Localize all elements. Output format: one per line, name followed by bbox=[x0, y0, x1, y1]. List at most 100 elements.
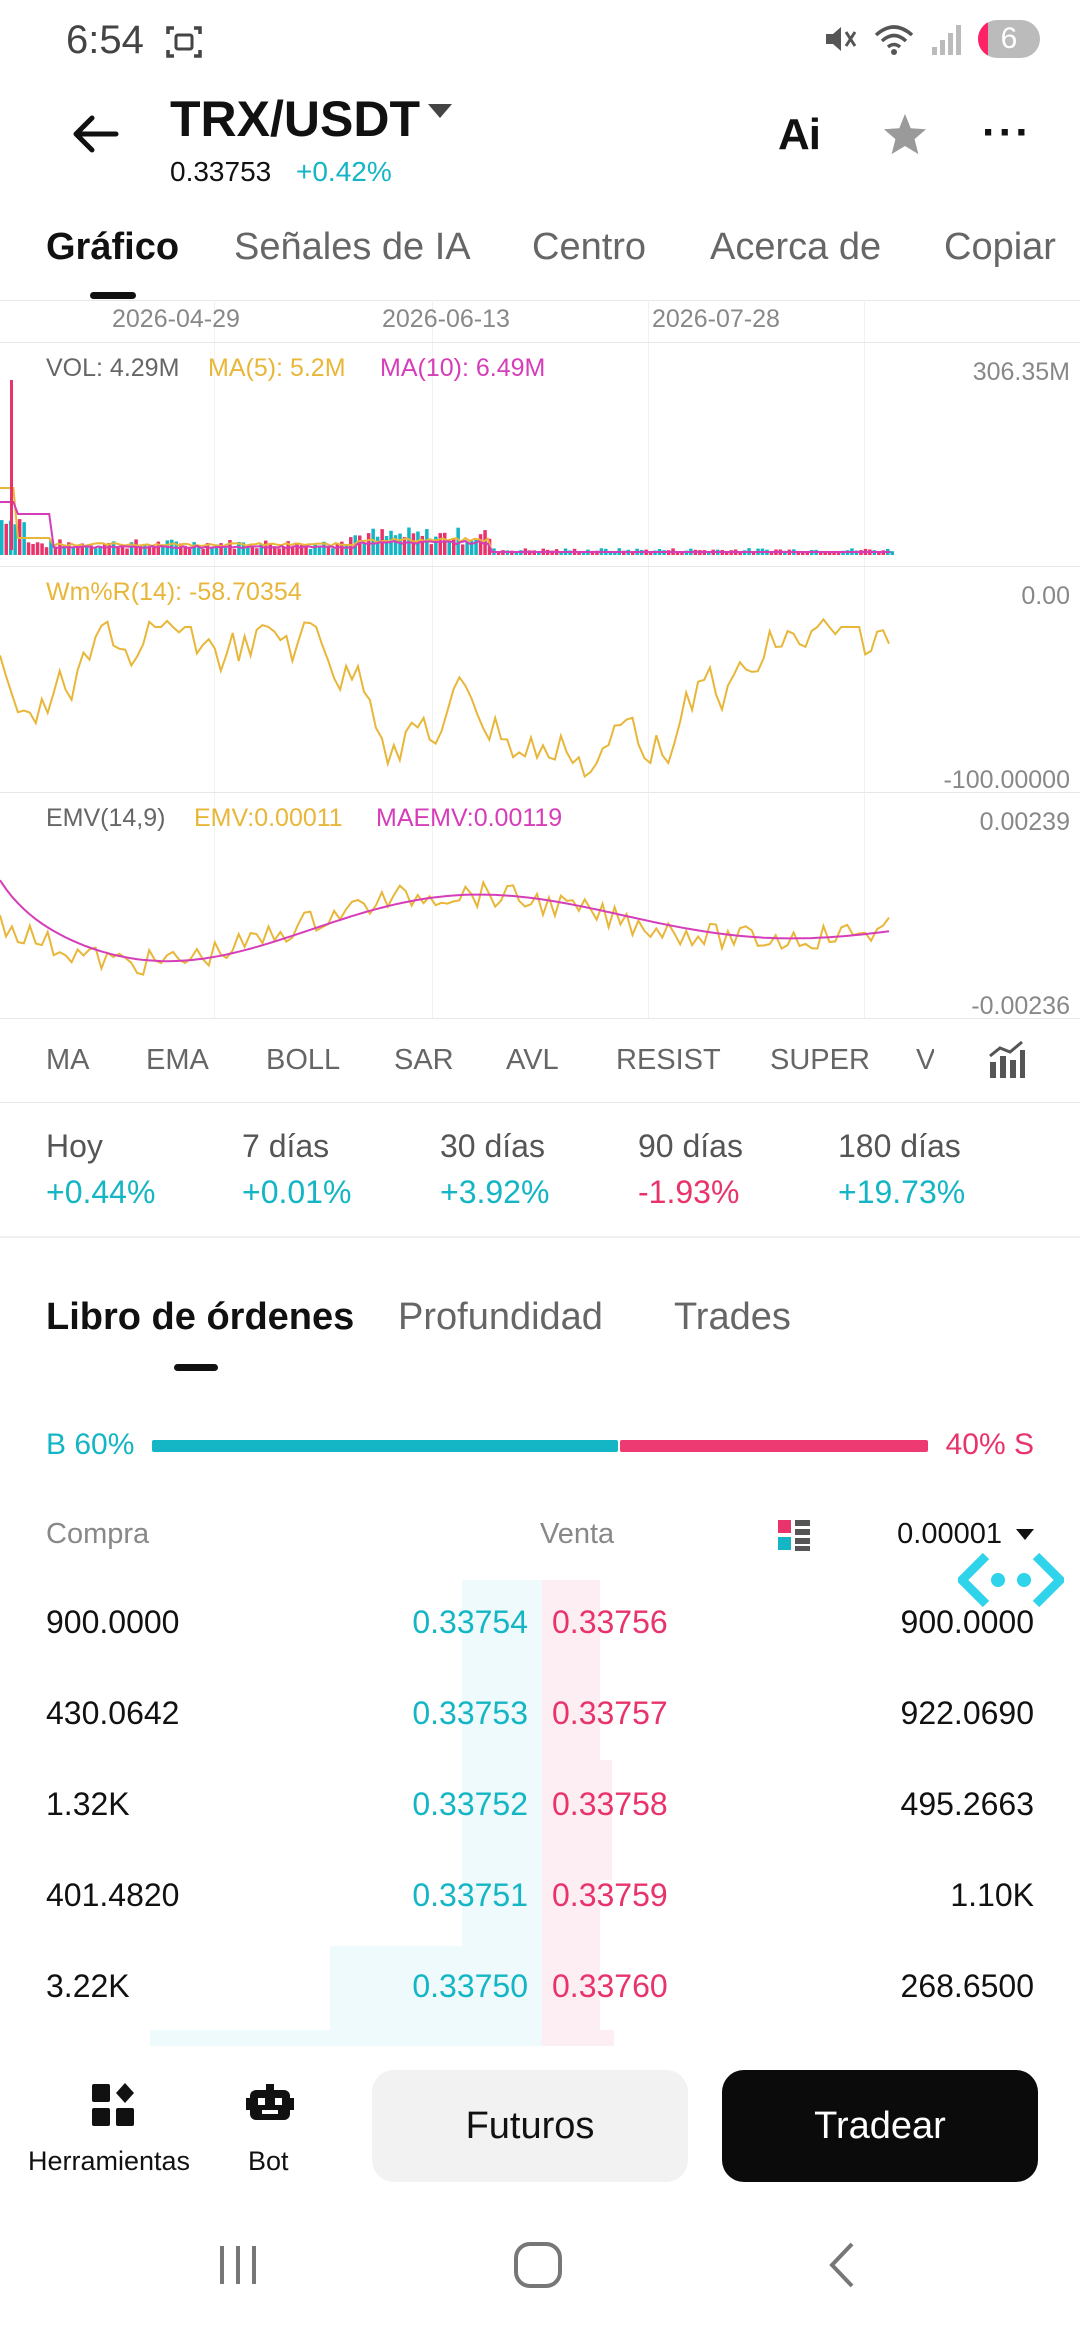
indicator-v[interactable]: V bbox=[916, 1044, 934, 1076]
indicator-ma[interactable]: MA bbox=[46, 1044, 90, 1076]
indicator-sar[interactable]: SAR bbox=[394, 1044, 454, 1076]
trade-button[interactable]: Tradear bbox=[722, 2070, 1038, 2182]
volume-bar bbox=[304, 544, 308, 555]
tools-icon[interactable] bbox=[90, 2082, 136, 2128]
perf-value: +3.92% bbox=[440, 1174, 550, 1210]
volume-bar bbox=[331, 548, 335, 555]
indicator-settings-icon[interactable] bbox=[986, 1040, 1026, 1080]
volume-bar bbox=[751, 551, 756, 555]
tab-acerca-de[interactable]: Acerca de bbox=[710, 226, 882, 268]
orderbook-row[interactable]: 1.32K 0.33752 0.33758 495.2663 bbox=[0, 1762, 1080, 1853]
battery-level: 6 bbox=[1000, 22, 1018, 55]
orderbook-row[interactable]: 900.0000 0.33754 0.33756 900.0000 bbox=[0, 1580, 1080, 1671]
bot-label[interactable]: Bot bbox=[248, 2146, 289, 2176]
back-nav-icon[interactable] bbox=[822, 2240, 862, 2290]
date-label: 2026-07-28 bbox=[652, 305, 780, 333]
orderbook-row[interactable]: 430.0642 0.33753 0.33757 922.0690 bbox=[0, 1671, 1080, 1762]
wmr-axis-bottom: -100.00000 bbox=[943, 766, 1070, 794]
tools-label[interactable]: Herramientas bbox=[28, 2146, 191, 2176]
volume-bar bbox=[219, 543, 223, 555]
precision-select[interactable]: 0.00001 bbox=[897, 1518, 1034, 1551]
volume-bar bbox=[429, 544, 434, 555]
chart-divider bbox=[0, 566, 1080, 567]
volume-bar bbox=[255, 548, 259, 555]
vol-label: VOL: 4.29M bbox=[46, 354, 180, 382]
volume-bar bbox=[277, 548, 281, 555]
section-divider bbox=[0, 1236, 1080, 1238]
ask-quantity: 900.0000 bbox=[900, 1604, 1034, 1640]
tab-libro-ordenes[interactable]: Libro de órdenes bbox=[46, 1296, 355, 1338]
indicator-boll[interactable]: BOLL bbox=[266, 1044, 341, 1076]
home-icon[interactable] bbox=[512, 2240, 566, 2290]
volume-bar bbox=[478, 534, 483, 555]
volume-bar bbox=[49, 539, 53, 555]
orderbook-row[interactable]: 401.4820 0.33751 0.33759 1.10K bbox=[0, 1853, 1080, 1944]
indicator-ema[interactable]: EMA bbox=[146, 1044, 209, 1076]
volume-bar bbox=[313, 544, 317, 555]
bid-quantity: 900.0000 bbox=[46, 1604, 180, 1640]
tab-copiar[interactable]: Copiar bbox=[944, 226, 1056, 268]
recent-apps-icon[interactable] bbox=[214, 2240, 264, 2290]
volume-bar bbox=[76, 544, 80, 555]
buy-ratio-bar bbox=[152, 1440, 618, 1452]
floating-assistant-icon[interactable] bbox=[958, 1552, 1064, 1608]
volume-bar bbox=[836, 551, 841, 555]
wmr-label: Wm%R(14): -58.70354 bbox=[46, 578, 302, 606]
perf-value: -1.93% bbox=[638, 1174, 740, 1210]
volume-bar bbox=[116, 547, 120, 555]
star-icon[interactable] bbox=[882, 112, 928, 156]
volume-bar bbox=[456, 527, 460, 555]
pair-dropdown-icon[interactable] bbox=[428, 104, 452, 118]
volume-bar bbox=[801, 551, 805, 555]
volume-bar bbox=[805, 551, 809, 555]
volume-chart[interactable] bbox=[0, 370, 900, 560]
tab-senales-ia[interactable]: Señales de IA bbox=[234, 226, 471, 268]
volume-bar bbox=[823, 551, 827, 555]
volume-bar bbox=[237, 541, 241, 555]
volume-spike-bar bbox=[10, 380, 13, 550]
tab-trades[interactable]: Trades bbox=[674, 1296, 791, 1338]
tab-centro[interactable]: Centro bbox=[532, 226, 647, 268]
indicator-super[interactable]: SUPER bbox=[770, 1044, 870, 1076]
col-venta: Venta bbox=[540, 1518, 615, 1550]
buy-ratio: B 60% bbox=[46, 1428, 135, 1461]
layout-toggle-icon[interactable] bbox=[778, 1520, 810, 1552]
volume-bar bbox=[420, 536, 425, 555]
gridline bbox=[432, 300, 433, 1018]
indicator-resist[interactable]: RESIST bbox=[616, 1044, 721, 1076]
bot-icon[interactable] bbox=[246, 2082, 294, 2128]
orderbook-row[interactable]: 3.22K 0.33750 0.33760 268.6500 bbox=[0, 1944, 1080, 2035]
emv-chart[interactable] bbox=[0, 826, 900, 1016]
wmr-chart[interactable] bbox=[0, 600, 900, 790]
tab-grafico[interactable]: Gráfico bbox=[46, 226, 180, 268]
ai-button[interactable]: Ai bbox=[778, 110, 821, 159]
volume-bar bbox=[559, 551, 563, 555]
tab-profundidad[interactable]: Profundidad bbox=[398, 1296, 603, 1338]
volume-bar bbox=[738, 551, 742, 555]
volume-bar bbox=[183, 545, 187, 555]
volume-bar bbox=[214, 544, 219, 555]
volume-bar bbox=[308, 548, 313, 555]
volume-bar bbox=[232, 548, 237, 555]
volume-bar bbox=[187, 546, 192, 555]
indicator-avl[interactable]: AVL bbox=[506, 1044, 559, 1076]
volume-bar bbox=[827, 551, 832, 555]
volume-bar bbox=[210, 548, 214, 555]
futures-button[interactable]: Futuros bbox=[372, 2070, 688, 2182]
vol-ma5-label: MA(5): 5.2M bbox=[208, 354, 346, 382]
volume-bar bbox=[474, 539, 478, 555]
volume-bar bbox=[469, 540, 474, 555]
volume-bar bbox=[35, 542, 40, 555]
ask-depth-shade bbox=[542, 2030, 614, 2046]
volume-bar bbox=[344, 544, 349, 555]
pair-title[interactable]: TRX/USDT bbox=[170, 91, 420, 147]
indicator-divider bbox=[0, 1102, 1080, 1103]
volume-bar bbox=[273, 546, 277, 555]
volume-bar bbox=[290, 547, 295, 555]
bid-price: 0.33752 bbox=[412, 1786, 528, 1822]
volume-bar bbox=[80, 543, 84, 555]
more-options-icon[interactable]: ··· bbox=[982, 108, 1032, 157]
status-time: 6:54 bbox=[66, 18, 144, 62]
back-arrow-icon[interactable] bbox=[70, 112, 120, 156]
bid-quantity: 1.32K bbox=[46, 1786, 130, 1822]
